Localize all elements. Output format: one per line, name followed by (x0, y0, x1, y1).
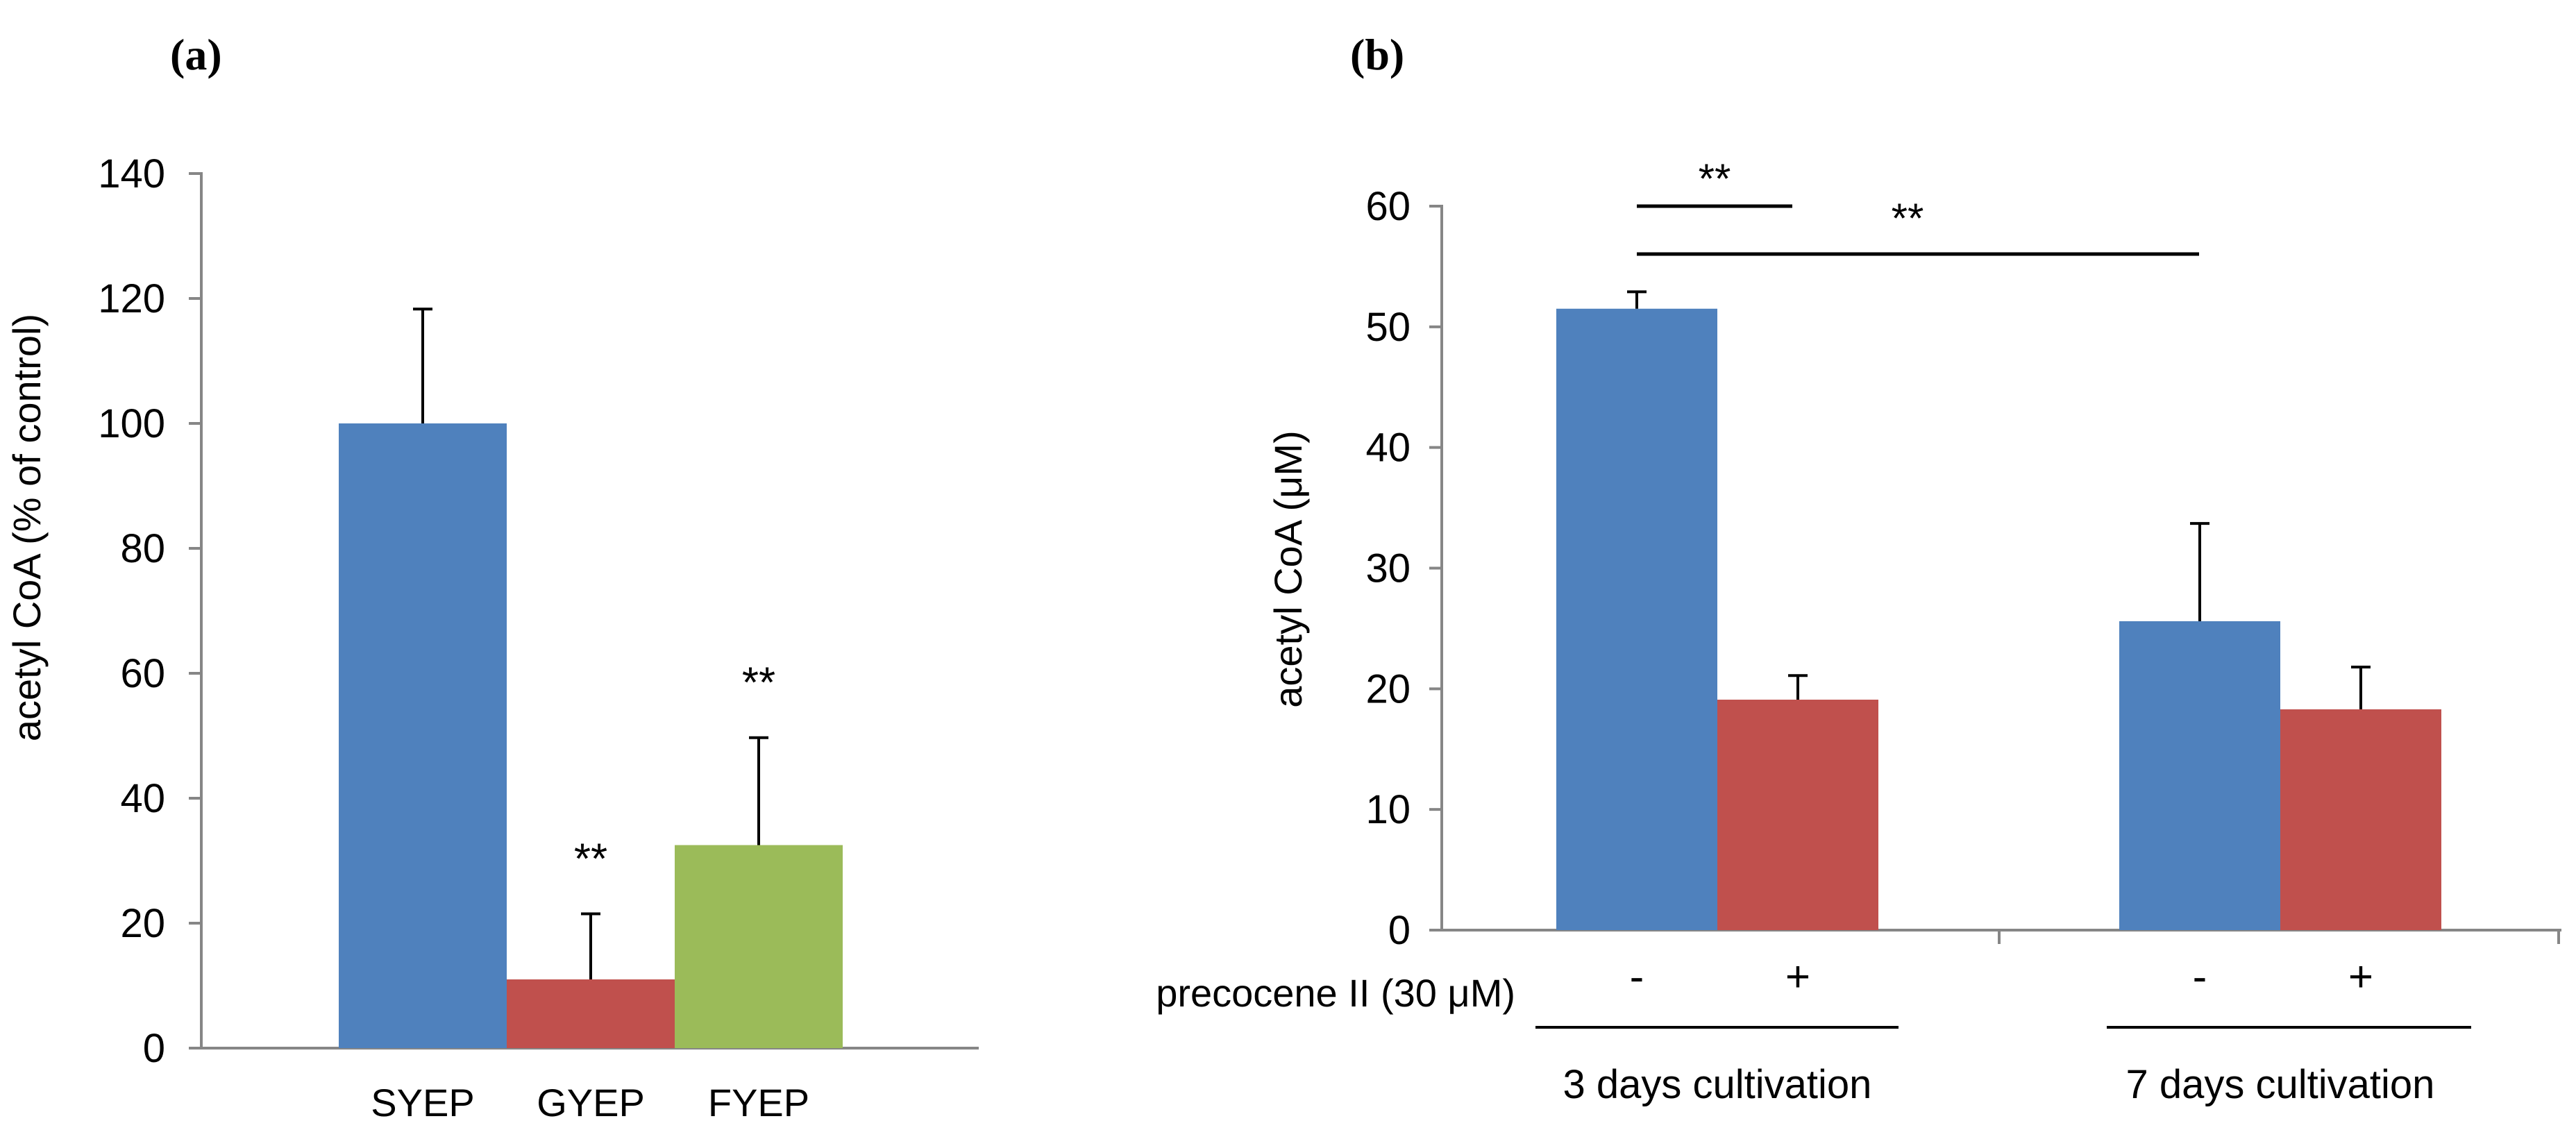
sig-label-3d-minus-plus: ** (1699, 155, 1731, 202)
panel-b: (b) acetyl CoA (μM) 0 10 20 30 40 50 60 ** ** … (1156, 30, 2561, 1107)
a-bar-syep (339, 423, 507, 1048)
b-ytick-label: 0 (1388, 908, 1411, 953)
b-cond-3d-minus: - (1630, 953, 1644, 1001)
a-ytick-label: 80 (120, 526, 165, 571)
a-annotation-gyep: ** (574, 836, 607, 884)
b-cond-3d-plus: + (1785, 953, 1810, 1001)
panel-b-bars (1556, 308, 2441, 931)
b-ytick-label: 50 (1365, 305, 1411, 350)
b-bar-7d-minus (2119, 621, 2280, 930)
condition-label: precocene II (30 μM) (1156, 971, 1515, 1015)
a-ytick-label: 0 (143, 1026, 165, 1071)
a-annotation-fyep: ** (742, 659, 775, 707)
a-ytick-label: 100 (98, 401, 165, 446)
panel-a: (a) acetyl CoA (% of control) 0 20 40 60 80 1… (5, 30, 979, 1121)
b-ytick-label: 40 (1365, 425, 1411, 471)
b-bar-7d-plus (2280, 709, 2441, 930)
a-ytick-label: 140 (98, 151, 165, 196)
panel-b-significance: ** ** (1637, 155, 2199, 256)
panel-b-error-bars (1627, 290, 2371, 709)
a-xlabel-syep: SYEP (371, 1081, 474, 1121)
panel-a-bars (339, 423, 843, 1048)
panel-a-y-axis-label: acetyl CoA (% of control) (5, 314, 49, 741)
panel-b-x-ticks (1998, 930, 2560, 944)
a-bar-gyep (507, 979, 675, 1048)
b-ytick-label: 30 (1365, 546, 1411, 591)
a-ytick-label: 40 (120, 776, 165, 821)
panel-a-annotations: ** ** (574, 659, 775, 884)
a-ytick-label: 20 (120, 901, 165, 946)
a-ytick-label: 60 (120, 651, 165, 696)
a-xlabel-gyep: GYEP (537, 1081, 645, 1121)
panel-b-y-ticks: 0 10 20 30 40 50 60 (1365, 184, 1442, 953)
b-bar-3d-plus (1717, 699, 1878, 930)
panel-b-group-labels: 3 days cultivation 7 days cultivation (1563, 1062, 2435, 1107)
b-ytick-label: 20 (1365, 666, 1411, 711)
panel-a-y-ticks: 0 20 40 60 80 100 120 140 (98, 151, 201, 1071)
b-cond-7d-plus: + (2348, 953, 2373, 1001)
b-ytick-label: 10 (1365, 787, 1411, 832)
b-group-label-7-days: 7 days cultivation (2126, 1062, 2435, 1107)
panel-b-label: (b) (1350, 30, 1404, 79)
panel-b-y-axis-label: acetyl CoA (μM) (1266, 430, 1310, 707)
b-ytick-label: 60 (1365, 184, 1411, 229)
a-bar-fyep (675, 845, 843, 1048)
b-cond-7d-minus: - (2193, 953, 2207, 1001)
panel-b-condition-values: - + - + (1630, 953, 2373, 1001)
b-group-label-3-days: 3 days cultivation (1563, 1062, 1872, 1107)
panel-a-x-labels: SYEP GYEP FYEP (371, 1081, 809, 1121)
b-bar-3d-minus (1556, 308, 1717, 931)
sig-label-3d-7d: ** (1892, 195, 1924, 242)
panel-a-label: (a) (170, 30, 222, 79)
a-xlabel-fyep: FYEP (708, 1081, 809, 1121)
panel-a-error-bars (413, 307, 768, 979)
a-ytick-label: 120 (98, 276, 165, 321)
